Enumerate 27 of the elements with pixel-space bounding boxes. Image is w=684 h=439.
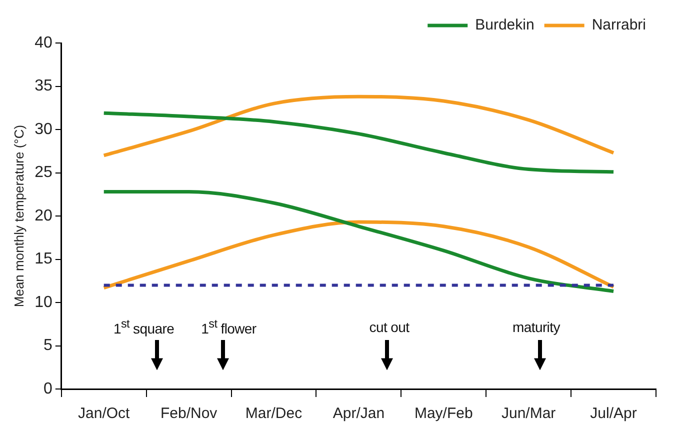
annotation: 1$^{st}$ flower: [201, 317, 256, 336]
y-tick-label: 0: [43, 380, 52, 398]
legend-label: Burdekin: [475, 16, 534, 34]
y-axis-title: Mean monthly temperature (°C): [11, 124, 26, 308]
line-series: [102, 94, 616, 158]
annotation: cut out: [369, 318, 410, 335]
x-tick-label: Jun/Mar: [501, 405, 556, 422]
line-series: [102, 111, 616, 174]
y-tick-label: 35: [34, 78, 52, 95]
y-tick-label: 25: [34, 164, 52, 182]
y-tick-label: 30: [34, 120, 52, 138]
y-tick-label: 10: [34, 294, 52, 311]
annotation: maturity: [512, 318, 560, 335]
line-series: [102, 220, 616, 290]
y-tick-label: 40: [34, 34, 52, 52]
x-tick-label: Jul/Apr: [590, 405, 637, 422]
x-tick-label: May/Feb: [414, 405, 473, 422]
x-tick-label: Jan/Oct: [78, 405, 131, 422]
line-series: [102, 190, 616, 294]
y-tick-label: 5: [43, 337, 52, 354]
y-tick-label: 15: [34, 250, 52, 268]
x-tick-label: Feb/Nov: [160, 405, 218, 422]
y-tick-label: 20: [34, 207, 52, 224]
annotation: 1$^{st}$ square: [113, 317, 174, 336]
legend-label: Narrabri: [592, 16, 646, 34]
x-tick-label: Apr/Jan: [332, 405, 385, 422]
x-tick-label: Mar/Dec: [245, 405, 303, 422]
